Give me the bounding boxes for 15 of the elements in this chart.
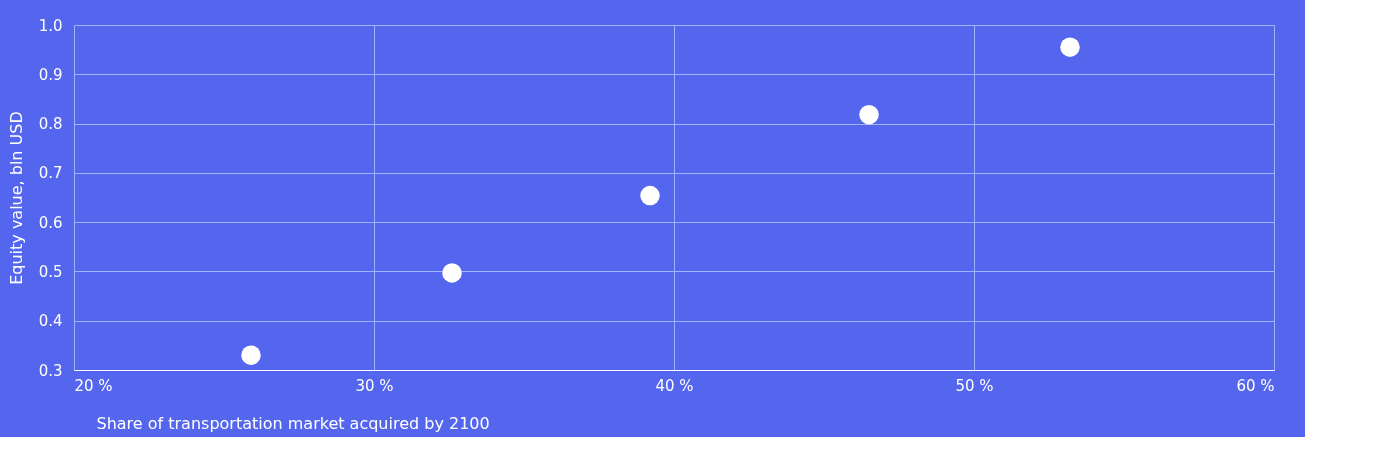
y-tick-label: 0.7 — [38, 164, 63, 183]
y-tick-label: 0.3 — [38, 361, 63, 380]
y-tick-label: 0.4 — [38, 312, 63, 331]
y-tick-label: 0.8 — [38, 115, 63, 134]
y-tick-label: 0.5 — [38, 262, 63, 281]
y-tick-label: 0.6 — [38, 213, 63, 232]
x-tick-label: 40 % — [655, 376, 694, 395]
y-tick-label: 0.9 — [38, 65, 63, 84]
y-tick-label: 1.0 — [38, 16, 63, 35]
x-axis-title: Share of transportation market acquired by 2100 — [96, 413, 490, 433]
x-tick-label: 50 % — [955, 376, 994, 395]
x-tick-label: 30 % — [355, 376, 394, 395]
x-tick-label: 20 % — [74, 376, 113, 395]
x-tick-label: 60 % — [1236, 376, 1275, 395]
y-axis-title: Equity value, bln USD — [6, 111, 26, 285]
